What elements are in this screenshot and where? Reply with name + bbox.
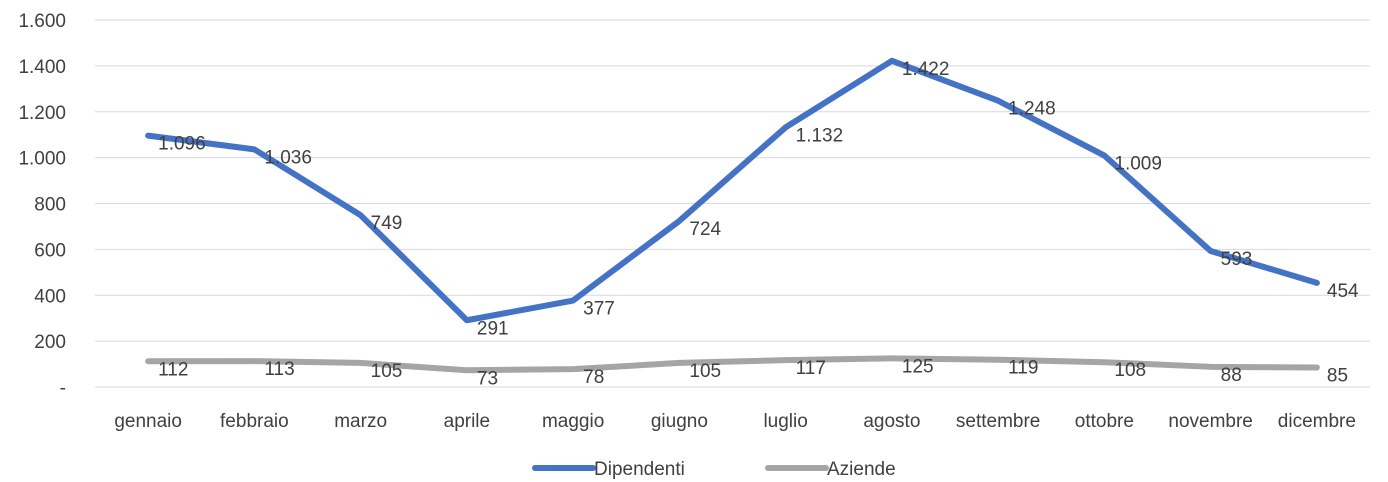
data-label: 113 xyxy=(264,359,294,380)
data-label: 1.422 xyxy=(902,59,950,80)
gridlines xyxy=(95,19,1370,388)
data-label: 119 xyxy=(1008,358,1038,379)
x-tick-label: novembre xyxy=(1168,411,1253,432)
data-label: 724 xyxy=(689,219,721,240)
series-lines xyxy=(145,57,1320,374)
y-tick-label: 600 xyxy=(34,240,66,261)
x-tick-label: giugno xyxy=(651,411,708,432)
y-tick-label: 1.400 xyxy=(18,57,66,78)
data-label: 1.036 xyxy=(264,147,312,168)
data-label: 112 xyxy=(158,359,188,380)
y-tick-label: 1.000 xyxy=(18,149,66,170)
data-label: 88 xyxy=(1221,365,1242,386)
x-tick-label: settembre xyxy=(956,411,1040,432)
y-tick-label: 400 xyxy=(34,286,66,307)
data-label: 593 xyxy=(1221,249,1253,270)
x-tick-label: marzo xyxy=(334,411,387,432)
data-label: 1.248 xyxy=(1008,99,1056,120)
y-axis: - 200 400 600 800 1.000 1.200 1.400 1.600 xyxy=(18,11,66,399)
data-label: 78 xyxy=(583,367,604,388)
data-labels: 1.096 1.036 749 291 377 724 1.132 1.422 1.248 1.0… xyxy=(158,59,1359,389)
series-line-dipendenti xyxy=(145,57,1320,324)
y-tick-label: 200 xyxy=(34,332,66,353)
y-tick-label: 1.600 xyxy=(18,11,66,32)
x-tick-label: gennaio xyxy=(114,411,182,432)
data-label: 291 xyxy=(477,318,509,339)
data-label: 454 xyxy=(1327,281,1359,302)
x-tick-label: maggio xyxy=(542,411,604,432)
x-tick-label: ottobre xyxy=(1075,411,1134,432)
legend: Dipendenti Aziende xyxy=(532,459,896,480)
x-tick-label: febbraio xyxy=(220,411,289,432)
series-line-aziende xyxy=(145,355,1320,374)
y-tick-label: - xyxy=(60,378,66,399)
legend-label: Aziende xyxy=(827,459,896,480)
data-label: 1.132 xyxy=(796,125,844,146)
data-label: 105 xyxy=(371,361,403,382)
data-label: 73 xyxy=(477,368,498,389)
x-tick-label: luglio xyxy=(763,411,807,432)
data-label: 108 xyxy=(1114,360,1146,381)
x-axis: gennaio febbraio marzo aprile maggio giugno lu… xyxy=(114,411,1356,432)
y-tick-label: 1.200 xyxy=(18,103,66,124)
data-label: 105 xyxy=(689,361,721,382)
data-label: 377 xyxy=(583,299,615,320)
y-tick-label: 800 xyxy=(34,195,66,216)
data-label: 85 xyxy=(1327,366,1348,387)
data-label: 1.009 xyxy=(1114,154,1162,175)
data-label: 117 xyxy=(796,358,826,379)
legend-label: Dipendenti xyxy=(594,459,685,480)
x-tick-label: dicembre xyxy=(1278,411,1356,432)
x-tick-label: aprile xyxy=(444,411,490,432)
data-label: 1.096 xyxy=(158,134,206,155)
x-tick-label: agosto xyxy=(863,411,920,432)
data-label: 125 xyxy=(902,356,934,377)
data-label: 749 xyxy=(371,213,403,234)
